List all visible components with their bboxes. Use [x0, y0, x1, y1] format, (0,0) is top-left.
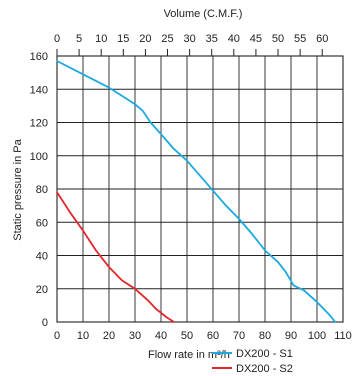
plot-frame: [56, 55, 344, 323]
series-line-1: [56, 60, 337, 323]
x-tick-label: 110: [334, 330, 352, 342]
x-tick-label: 60: [207, 330, 219, 342]
y-tick-label: 20: [36, 284, 48, 296]
top-tick-label: 30: [183, 33, 195, 45]
series-line-2: [56, 191, 175, 323]
top-tick-label: 45: [250, 33, 262, 45]
x-tick-label: 40: [155, 330, 167, 342]
y-axis-title: Static pressure in Pa: [12, 138, 24, 240]
x-axis-ticks: 0 10 20 30 40 50 60 70 80 90 100 110: [54, 330, 352, 342]
top-tick-label: 10: [95, 33, 107, 45]
top-tick-label: 55: [294, 33, 306, 45]
top-tick-label: 50: [272, 33, 284, 45]
y-axis-ticks: 0 20 40 60 80 100 120 140 160: [30, 51, 48, 329]
grid-lines: [57, 56, 343, 322]
y-tick-label: 80: [36, 184, 48, 196]
top-tick-label: 20: [139, 33, 151, 45]
top-tick-label: 25: [161, 33, 173, 45]
x-tick-label: 90: [285, 330, 297, 342]
x-axis-title: Flow rate in m³/h: [148, 349, 230, 361]
y-tick-label: 120: [30, 118, 48, 130]
y-tick-label: 0: [42, 317, 48, 329]
top-tick-label: 5: [76, 33, 82, 45]
top-axis-ticks: 0 5 10 15 20 25 30 35 40 45 50 55 60: [54, 33, 328, 56]
legend-label-1: DX200 - S1: [236, 348, 293, 360]
y-tick-label: 100: [30, 151, 48, 163]
y-tick-label: 60: [36, 217, 48, 229]
y-tick-label: 160: [30, 51, 48, 63]
x-tick-label: 80: [259, 330, 271, 342]
x-tick-label: 0: [54, 330, 60, 342]
series-layer: [56, 60, 337, 323]
x-tick-label: 100: [308, 330, 326, 342]
x-tick-label: 20: [103, 330, 115, 342]
legend: DX200 - S1 DX200 - S2: [212, 348, 293, 375]
y-tick-label: 40: [36, 251, 48, 263]
x-tick-label: 50: [181, 330, 193, 342]
legend-label-2: DX200 - S2: [236, 363, 293, 375]
top-tick-label: 35: [206, 33, 218, 45]
top-tick-label: 60: [316, 33, 328, 45]
top-tick-label: 0: [54, 33, 60, 45]
top-tick-label: 15: [117, 33, 129, 45]
top-tick-label: 40: [228, 33, 240, 45]
x-tick-label: 70: [233, 330, 245, 342]
x-tick-label: 10: [77, 330, 89, 342]
top-axis-title: Volume (C.M.F.): [164, 8, 243, 20]
x-tick-label: 30: [129, 330, 141, 342]
y-tick-label: 140: [30, 84, 48, 96]
